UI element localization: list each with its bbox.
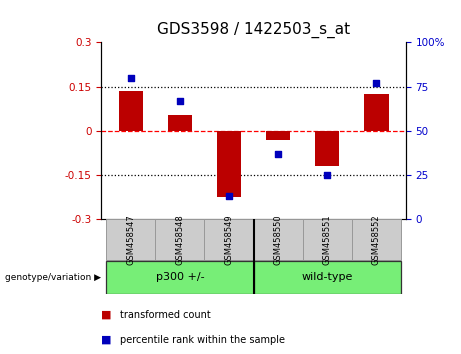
- Point: [127, 75, 135, 81]
- Text: genotype/variation ▶: genotype/variation ▶: [5, 273, 100, 282]
- Text: GSM458548: GSM458548: [176, 215, 184, 265]
- Bar: [315, 131, 339, 166]
- Bar: [302, 219, 352, 261]
- Title: GDS3598 / 1422503_s_at: GDS3598 / 1422503_s_at: [157, 22, 350, 38]
- Point: [372, 80, 380, 86]
- Bar: [106, 219, 155, 261]
- Text: percentile rank within the sample: percentile rank within the sample: [120, 335, 285, 345]
- Bar: [364, 94, 389, 131]
- Text: p300 +/-: p300 +/-: [156, 273, 204, 282]
- Bar: [217, 131, 241, 198]
- Bar: [254, 261, 401, 294]
- Text: GSM458549: GSM458549: [225, 215, 234, 265]
- Point: [324, 172, 331, 178]
- Bar: [254, 219, 302, 261]
- Bar: [168, 115, 192, 131]
- Bar: [266, 131, 290, 140]
- Text: wild-type: wild-type: [301, 273, 353, 282]
- Text: ■: ■: [101, 310, 112, 320]
- Bar: [155, 219, 205, 261]
- Bar: [352, 219, 401, 261]
- Bar: [118, 91, 143, 131]
- Bar: [106, 261, 254, 294]
- Text: ■: ■: [101, 335, 112, 345]
- Bar: [205, 219, 254, 261]
- Text: GSM458551: GSM458551: [323, 215, 331, 265]
- Point: [274, 151, 282, 157]
- Text: GSM458547: GSM458547: [126, 215, 136, 265]
- Text: GSM458550: GSM458550: [273, 215, 283, 265]
- Point: [176, 98, 183, 104]
- Text: transformed count: transformed count: [120, 310, 211, 320]
- Text: GSM458552: GSM458552: [372, 215, 381, 265]
- Point: [225, 194, 233, 199]
